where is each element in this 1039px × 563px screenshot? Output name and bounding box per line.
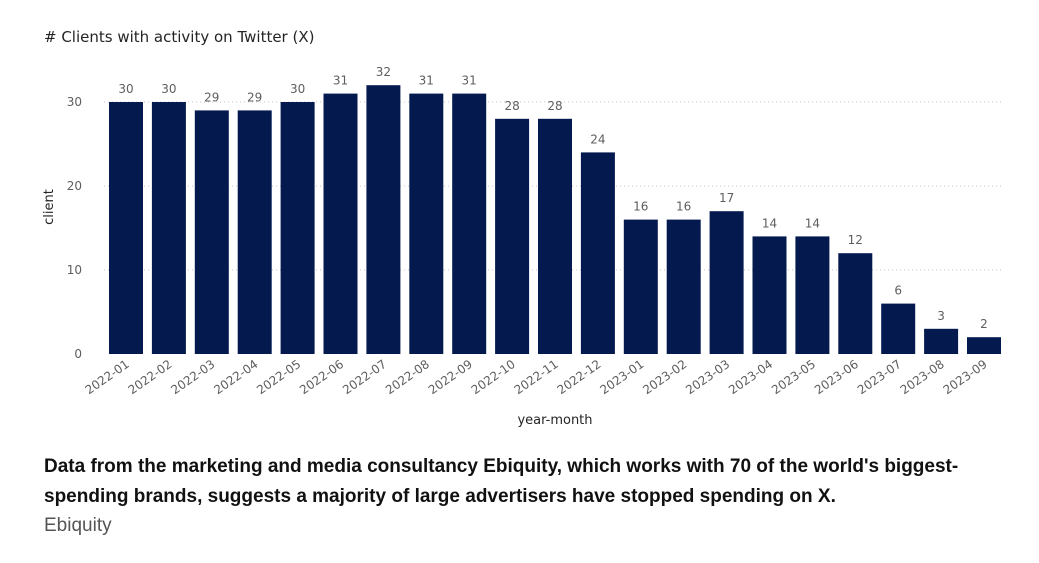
x-tick-label: 2022-09 bbox=[426, 357, 475, 397]
data-label: 16 bbox=[633, 200, 648, 214]
caption: Data from the marketing and media consul… bbox=[44, 456, 959, 507]
y-tick-label: 10 bbox=[67, 263, 82, 277]
data-label: 17 bbox=[719, 191, 734, 205]
bar-2023-09[interactable] bbox=[967, 337, 1001, 354]
data-label: 28 bbox=[547, 99, 562, 113]
y-tick-label: 30 bbox=[67, 95, 82, 109]
x-tick-label: 2022-07 bbox=[340, 357, 389, 397]
bar-2023-01[interactable] bbox=[623, 219, 658, 354]
bar-2023-02[interactable] bbox=[666, 219, 701, 354]
data-label: 2 bbox=[980, 317, 988, 331]
x-tick-label: 2023-02 bbox=[640, 357, 689, 397]
x-tick-label: 2023-03 bbox=[683, 357, 732, 397]
bar-2023-05[interactable] bbox=[795, 236, 830, 354]
x-tick-label: 2023-01 bbox=[597, 357, 646, 397]
bars bbox=[109, 85, 1001, 355]
data-label: 14 bbox=[762, 216, 777, 230]
bar-2022-12[interactable] bbox=[580, 152, 615, 354]
bar-2022-06[interactable] bbox=[323, 93, 358, 354]
bar-2022-01[interactable] bbox=[109, 102, 143, 354]
x-tick-label: 2022-11 bbox=[512, 357, 561, 397]
bar-2023-04[interactable] bbox=[752, 236, 787, 354]
bar-2022-08[interactable] bbox=[409, 93, 444, 354]
y-tick-label: 0 bbox=[74, 347, 82, 361]
data-label: 30 bbox=[161, 82, 176, 96]
bar-chart: # Clients with activity on Twitter (X) 0… bbox=[42, 28, 1003, 428]
chart-title: # Clients with activity on Twitter (X) bbox=[44, 28, 314, 46]
x-tick-label: 2022-03 bbox=[168, 357, 217, 397]
bar-2022-03[interactable] bbox=[194, 110, 229, 355]
x-axis-title: year-month bbox=[517, 413, 592, 428]
bar-2023-03[interactable] bbox=[709, 211, 744, 354]
bar-2022-05[interactable] bbox=[280, 102, 315, 354]
x-tick-label: 2022-12 bbox=[555, 357, 604, 397]
data-label: 12 bbox=[848, 233, 863, 247]
bar-2023-07[interactable] bbox=[881, 303, 916, 354]
data-label: 30 bbox=[118, 82, 133, 96]
x-tick-label: 2022-04 bbox=[211, 357, 260, 397]
data-label: 30 bbox=[290, 82, 305, 96]
x-tick-label: 2023-06 bbox=[812, 357, 861, 397]
source-credit: Ebiquity bbox=[44, 515, 112, 536]
bar-2022-07[interactable] bbox=[366, 85, 401, 354]
data-label: 16 bbox=[676, 200, 691, 214]
data-label: 32 bbox=[376, 65, 391, 79]
data-label: 28 bbox=[504, 99, 519, 113]
x-tick-label: 2023-09 bbox=[941, 357, 990, 397]
bar-2023-06[interactable] bbox=[838, 253, 873, 354]
data-label: 3 bbox=[937, 309, 945, 323]
data-label: 14 bbox=[805, 216, 820, 230]
data-label: 31 bbox=[462, 74, 477, 88]
bar-2022-04[interactable] bbox=[237, 110, 272, 355]
x-tick-label: 2022-05 bbox=[254, 357, 303, 397]
y-axis-ticks: 0 10 20 30 bbox=[67, 95, 82, 361]
data-label: 29 bbox=[247, 90, 262, 104]
data-label: 31 bbox=[419, 74, 434, 88]
y-axis-title: client bbox=[42, 189, 57, 225]
y-tick-label: 20 bbox=[67, 179, 82, 193]
data-label: 6 bbox=[894, 284, 902, 298]
bar-2023-08[interactable] bbox=[924, 328, 959, 354]
x-tick-label: 2023-05 bbox=[769, 357, 818, 397]
data-label: 24 bbox=[590, 132, 605, 146]
x-tick-label: 2022-08 bbox=[383, 357, 432, 397]
bar-2022-02[interactable] bbox=[151, 102, 186, 354]
x-axis-ticks: 2022-012022-022022-032022-042022-052022-… bbox=[83, 357, 990, 397]
x-tick-label: 2023-08 bbox=[898, 357, 947, 397]
bar-2022-10[interactable] bbox=[495, 118, 530, 354]
x-tick-label: 2023-04 bbox=[726, 357, 775, 397]
x-tick-label: 2022-06 bbox=[297, 357, 346, 397]
bar-2022-11[interactable] bbox=[538, 118, 572, 354]
data-label: 31 bbox=[333, 74, 348, 88]
data-label: 29 bbox=[204, 90, 219, 104]
x-tick-label: 2022-10 bbox=[469, 357, 518, 397]
x-tick-label: 2023-07 bbox=[855, 357, 904, 397]
bar-2022-09[interactable] bbox=[452, 93, 487, 354]
x-tick-label: 2022-02 bbox=[126, 357, 175, 397]
x-tick-label: 2022-01 bbox=[83, 357, 132, 397]
